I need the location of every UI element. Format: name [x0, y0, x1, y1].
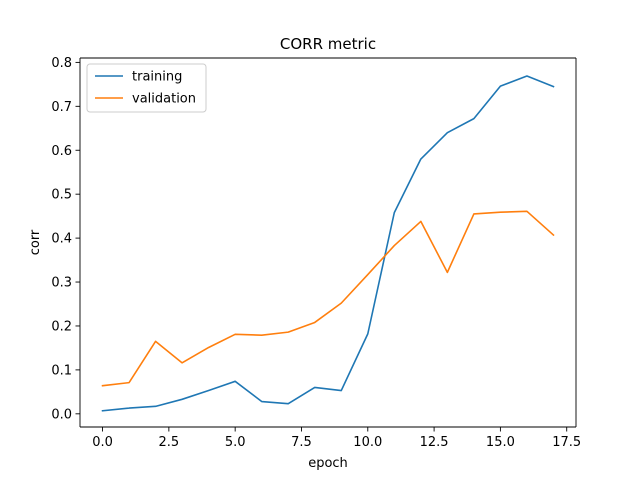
legend-label-validation: validation — [132, 92, 196, 107]
x-tick-label: 15.0 — [486, 435, 515, 450]
x-axis-title: epoch — [308, 456, 348, 471]
x-tick-label: 2.5 — [159, 435, 180, 450]
y-tick-label: 0.4 — [51, 232, 72, 247]
y-axis-title: corr — [28, 229, 43, 255]
chart-title: CORR metric — [280, 35, 376, 53]
x-tick-label: 7.5 — [291, 435, 312, 450]
y-tick-label: 0.3 — [51, 276, 72, 291]
y-tick-label: 0.0 — [51, 407, 72, 422]
y-tick-label: 0.7 — [51, 100, 72, 115]
x-tick-label: 17.5 — [552, 435, 581, 450]
x-tick-label: 5.0 — [225, 435, 246, 450]
legend-label-training: training — [132, 70, 182, 85]
y-tick-label: 0.6 — [51, 144, 72, 159]
y-tick-label: 0.5 — [51, 188, 72, 203]
series-line-validation — [101, 210, 555, 387]
plot-area: 0.0 2.5 5.0 7.5 10.0 12.5 15.0 17.5 0.0 0.1 0.2 0.3… — [51, 56, 581, 450]
x-tick-label: 10.0 — [353, 435, 382, 450]
y-tick-label: 0.2 — [51, 319, 72, 334]
x-tick-label: 0.0 — [92, 435, 113, 450]
y-tick-label: 0.8 — [51, 56, 72, 71]
legend: training validation — [86, 63, 207, 113]
x-tick-label: 12.5 — [420, 435, 449, 450]
y-tick-label: 0.1 — [51, 363, 72, 378]
series-line-training — [101, 75, 555, 412]
